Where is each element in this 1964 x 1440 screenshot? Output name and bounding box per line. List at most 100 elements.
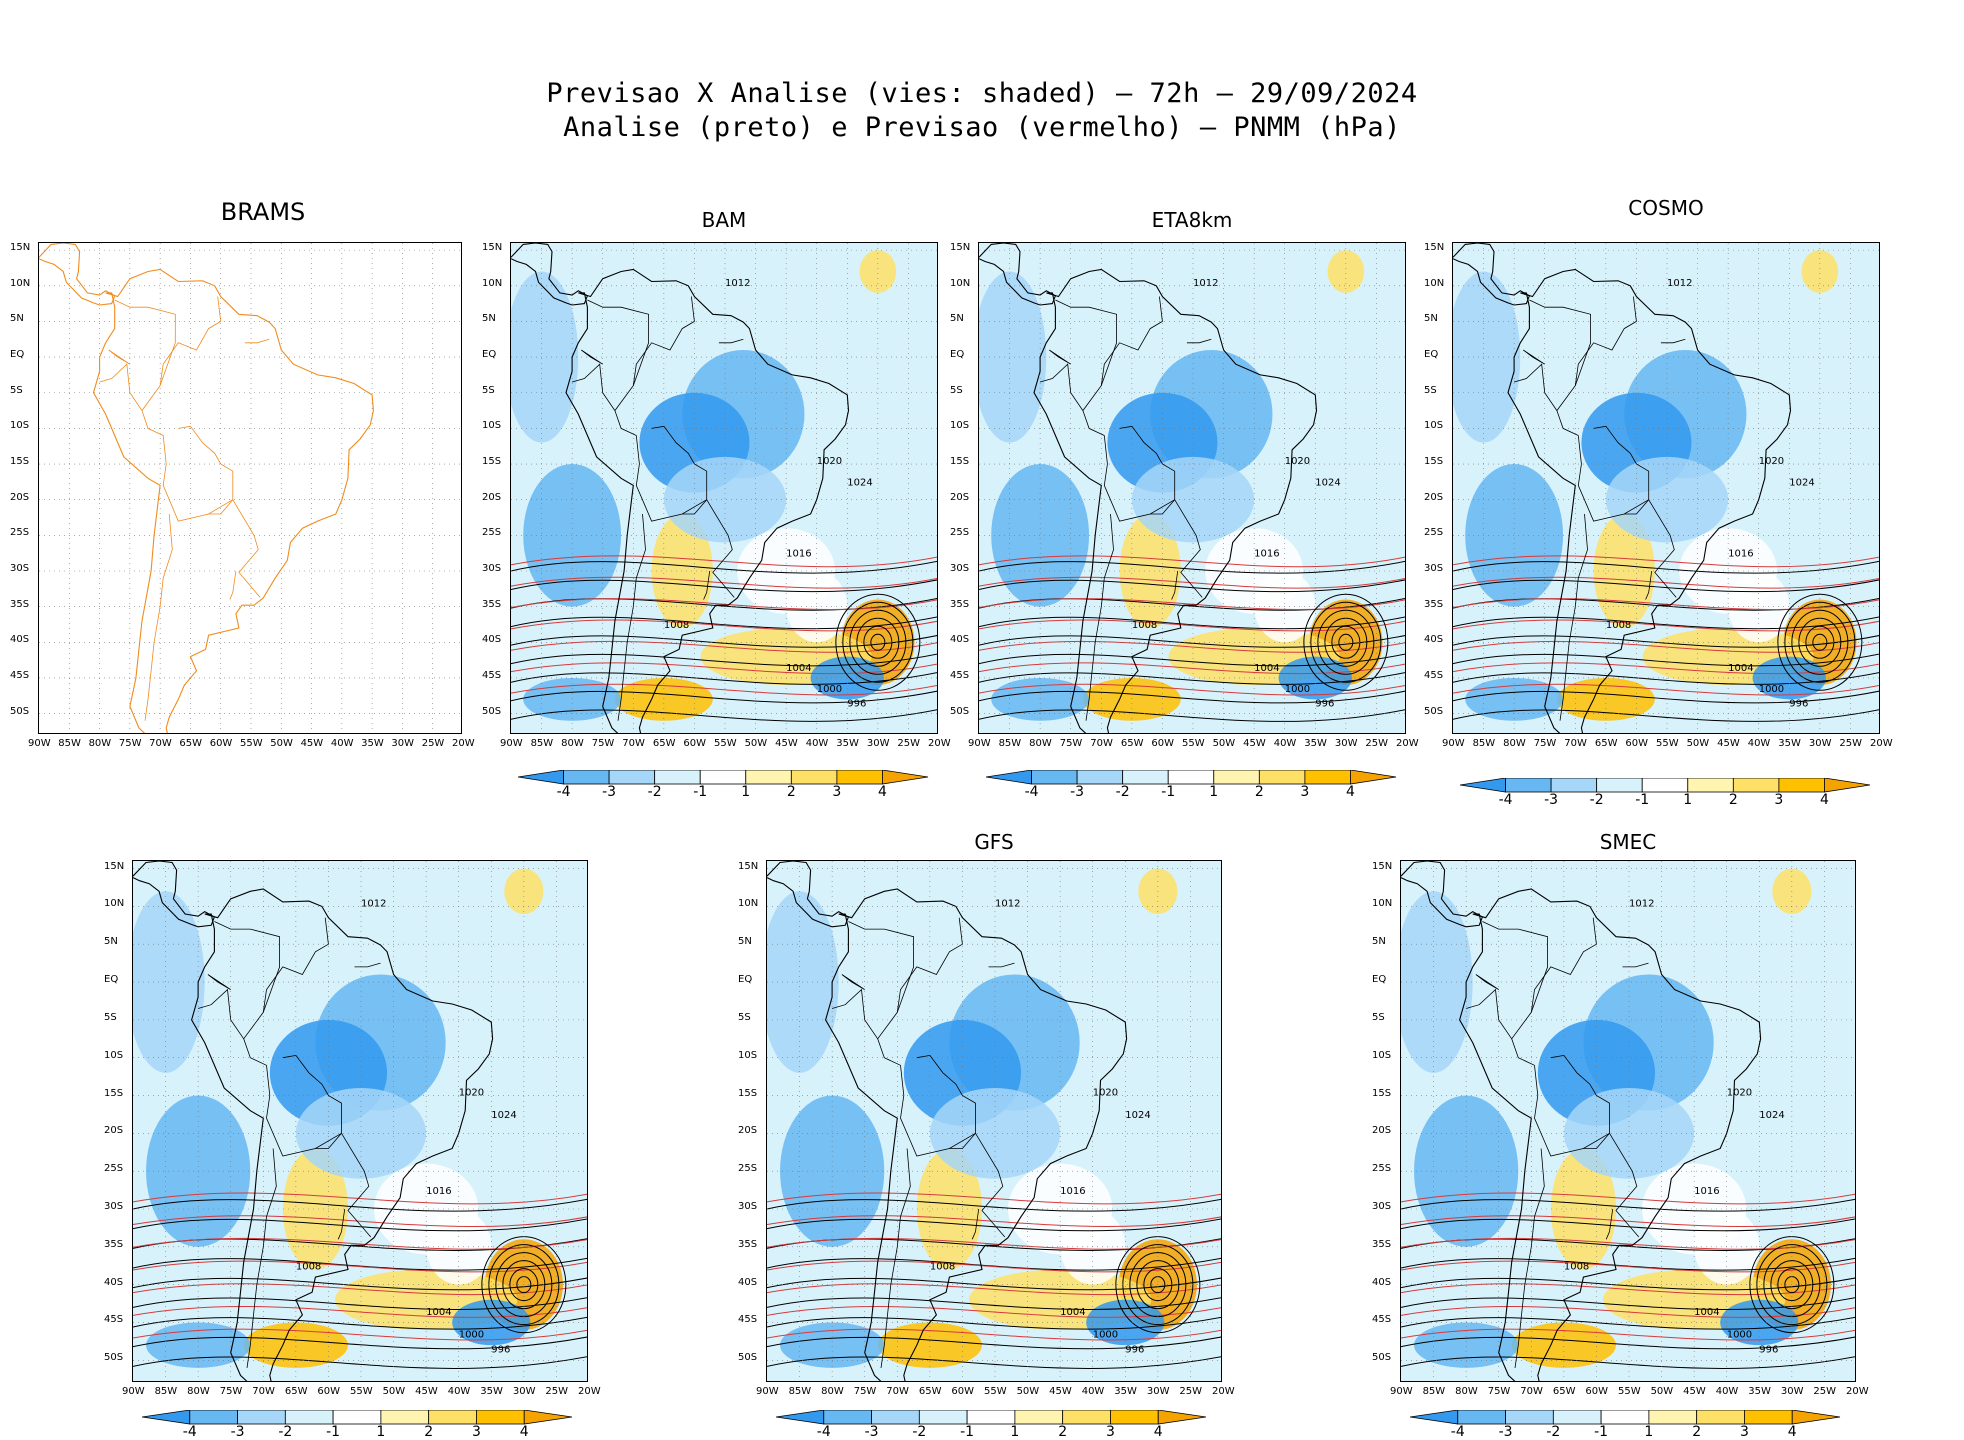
lon-tick-label: 85W [1472, 738, 1496, 749]
lat-tick-label: 10S [10, 420, 30, 432]
isobar-label: 1020 [1759, 456, 1784, 467]
colorbar-segment [1641, 778, 1689, 793]
lat-tick-label: 10N [104, 898, 125, 910]
colorbar-segment [1778, 778, 1825, 793]
isobar-label: 996 [1125, 1345, 1144, 1356]
country-border [988, 962, 1015, 968]
lat-tick-label: 15N [104, 860, 125, 872]
lon-tick-label: 60W [1625, 738, 1649, 749]
lon-tick-label: 60W [683, 738, 707, 749]
main-title-line2: Analise (preto) e Previsao (vermelho) – … [563, 112, 1401, 143]
colorbar-segment [1350, 770, 1397, 785]
lon-tick-label: 20W [1396, 738, 1419, 749]
lat-tick-label: 15S [950, 456, 970, 468]
lat-tick-label: 15S [1372, 1087, 1392, 1099]
lat-tick-label: EQ [950, 349, 965, 361]
country-border [1593, 425, 1677, 598]
country-border [614, 296, 695, 436]
country-border [1482, 921, 1549, 1013]
analysis-isobar [1453, 616, 1879, 630]
lat-tick-label: 5N [950, 313, 964, 325]
lon-tick-label: 55W [350, 1386, 373, 1397]
country-border [208, 499, 234, 515]
colorbar-label: 3 [1739, 1424, 1749, 1440]
colorbar-segment [1552, 1410, 1602, 1425]
forecast-isobar [979, 683, 1405, 696]
south-america-coastline [1033, 268, 1318, 733]
lon-tick-label: 70W [252, 1386, 275, 1397]
colorbar-segment [1410, 1410, 1459, 1425]
isobar-label: 1016 [786, 549, 811, 560]
colorbar-segment [1460, 778, 1506, 793]
lon-tick-label: 30W [1808, 738, 1832, 749]
bias-region [614, 677, 713, 721]
low-pressure-ring [1770, 1260, 1814, 1310]
country-border [214, 921, 281, 1013]
bias-region [859, 250, 897, 293]
map-panel: 1012 1016 1020 1008 1004 1000 996 1024 [766, 860, 1222, 1382]
colorbar-segment [776, 1410, 825, 1425]
lon-tick-label: 30W [1334, 738, 1358, 749]
analysis-isobar [133, 1316, 587, 1330]
lon-tick-label: 65W [918, 1386, 942, 1397]
isobar-label: 1000 [1093, 1330, 1118, 1341]
colorbar-segment [790, 770, 838, 785]
lat-tick-label: 45S [1372, 1314, 1392, 1326]
panel-title: COSMO [1628, 196, 1704, 220]
central-america-coastline [1453, 243, 1531, 306]
country-border [949, 1133, 976, 1149]
lon-tick-label: 25W [545, 1386, 569, 1397]
analysis-isobar [1401, 1356, 1855, 1369]
isobar-label: 1008 [296, 1262, 321, 1273]
country-border [617, 513, 646, 721]
lon-tick-label: 20W [1870, 738, 1893, 749]
colorbar-label: -3 [230, 1424, 245, 1440]
map-svg: 1012 1016 1020 1008 1004 1000 996 1024 [511, 243, 937, 733]
country-border [1171, 570, 1179, 600]
isobar-label: 996 [1759, 1345, 1778, 1356]
lon-tick-label: 40W [1747, 738, 1771, 749]
lon-tick-label: 60W [1151, 738, 1175, 749]
low-pressure-ring [1791, 609, 1849, 675]
lon-tick-label: 30W [391, 738, 415, 749]
lon-tick-label: 40W [1273, 738, 1297, 749]
analysis-isobar [511, 653, 937, 667]
colorbar-label: -2 [647, 784, 662, 800]
panel-title: SMEC [1599, 830, 1657, 854]
colorbar-label: 4 [1819, 792, 1829, 808]
colorbar-segment [1791, 1410, 1841, 1425]
lat-tick-label: EQ [104, 974, 119, 986]
colorbar-label: -2 [1546, 1424, 1561, 1440]
colorbar-segment [1157, 1410, 1207, 1425]
lat-tick-label: 25S [1424, 527, 1444, 539]
country-border [1550, 1054, 1640, 1238]
isobar-label: 1020 [1285, 456, 1310, 467]
colorbar-segment [1167, 770, 1215, 785]
lat-tick-label: 35S [104, 1238, 124, 1250]
isobar-label: 1000 [1285, 684, 1310, 695]
lon-tick-label: 20W [928, 738, 951, 749]
colorbar-label: -3 [1498, 1424, 1513, 1440]
colorbar-segment [966, 1410, 1016, 1425]
bias-region [877, 1322, 982, 1368]
forecast-isobar [1401, 1192, 1855, 1205]
lat-tick-label: 15N [482, 242, 503, 254]
colorbar-label: -1 [326, 1424, 341, 1440]
lat-tick-label: 25S [1372, 1163, 1392, 1175]
low-pressure-ring [849, 609, 907, 675]
country-border [682, 499, 708, 515]
lat-tick-label: 20S [482, 491, 502, 503]
colorbar-segment [1062, 1410, 1111, 1425]
low-pressure-ring [1777, 593, 1863, 691]
map-svg: 1012 1016 1020 1008 1004 1000 996 1024 [979, 243, 1405, 733]
lon-tick-label: 80W [1503, 738, 1526, 749]
panel-title: BRAMS [220, 198, 306, 226]
low-pressure-ring [842, 601, 914, 683]
lon-tick-label: 25W [897, 738, 921, 749]
country-border [1559, 513, 1588, 721]
lon-tick-label: 75W [1487, 1386, 1511, 1397]
lat-tick-label: EQ [482, 349, 497, 361]
central-america-coastline [979, 243, 1057, 306]
country-border [1039, 363, 1084, 411]
bias-region [1556, 677, 1655, 721]
